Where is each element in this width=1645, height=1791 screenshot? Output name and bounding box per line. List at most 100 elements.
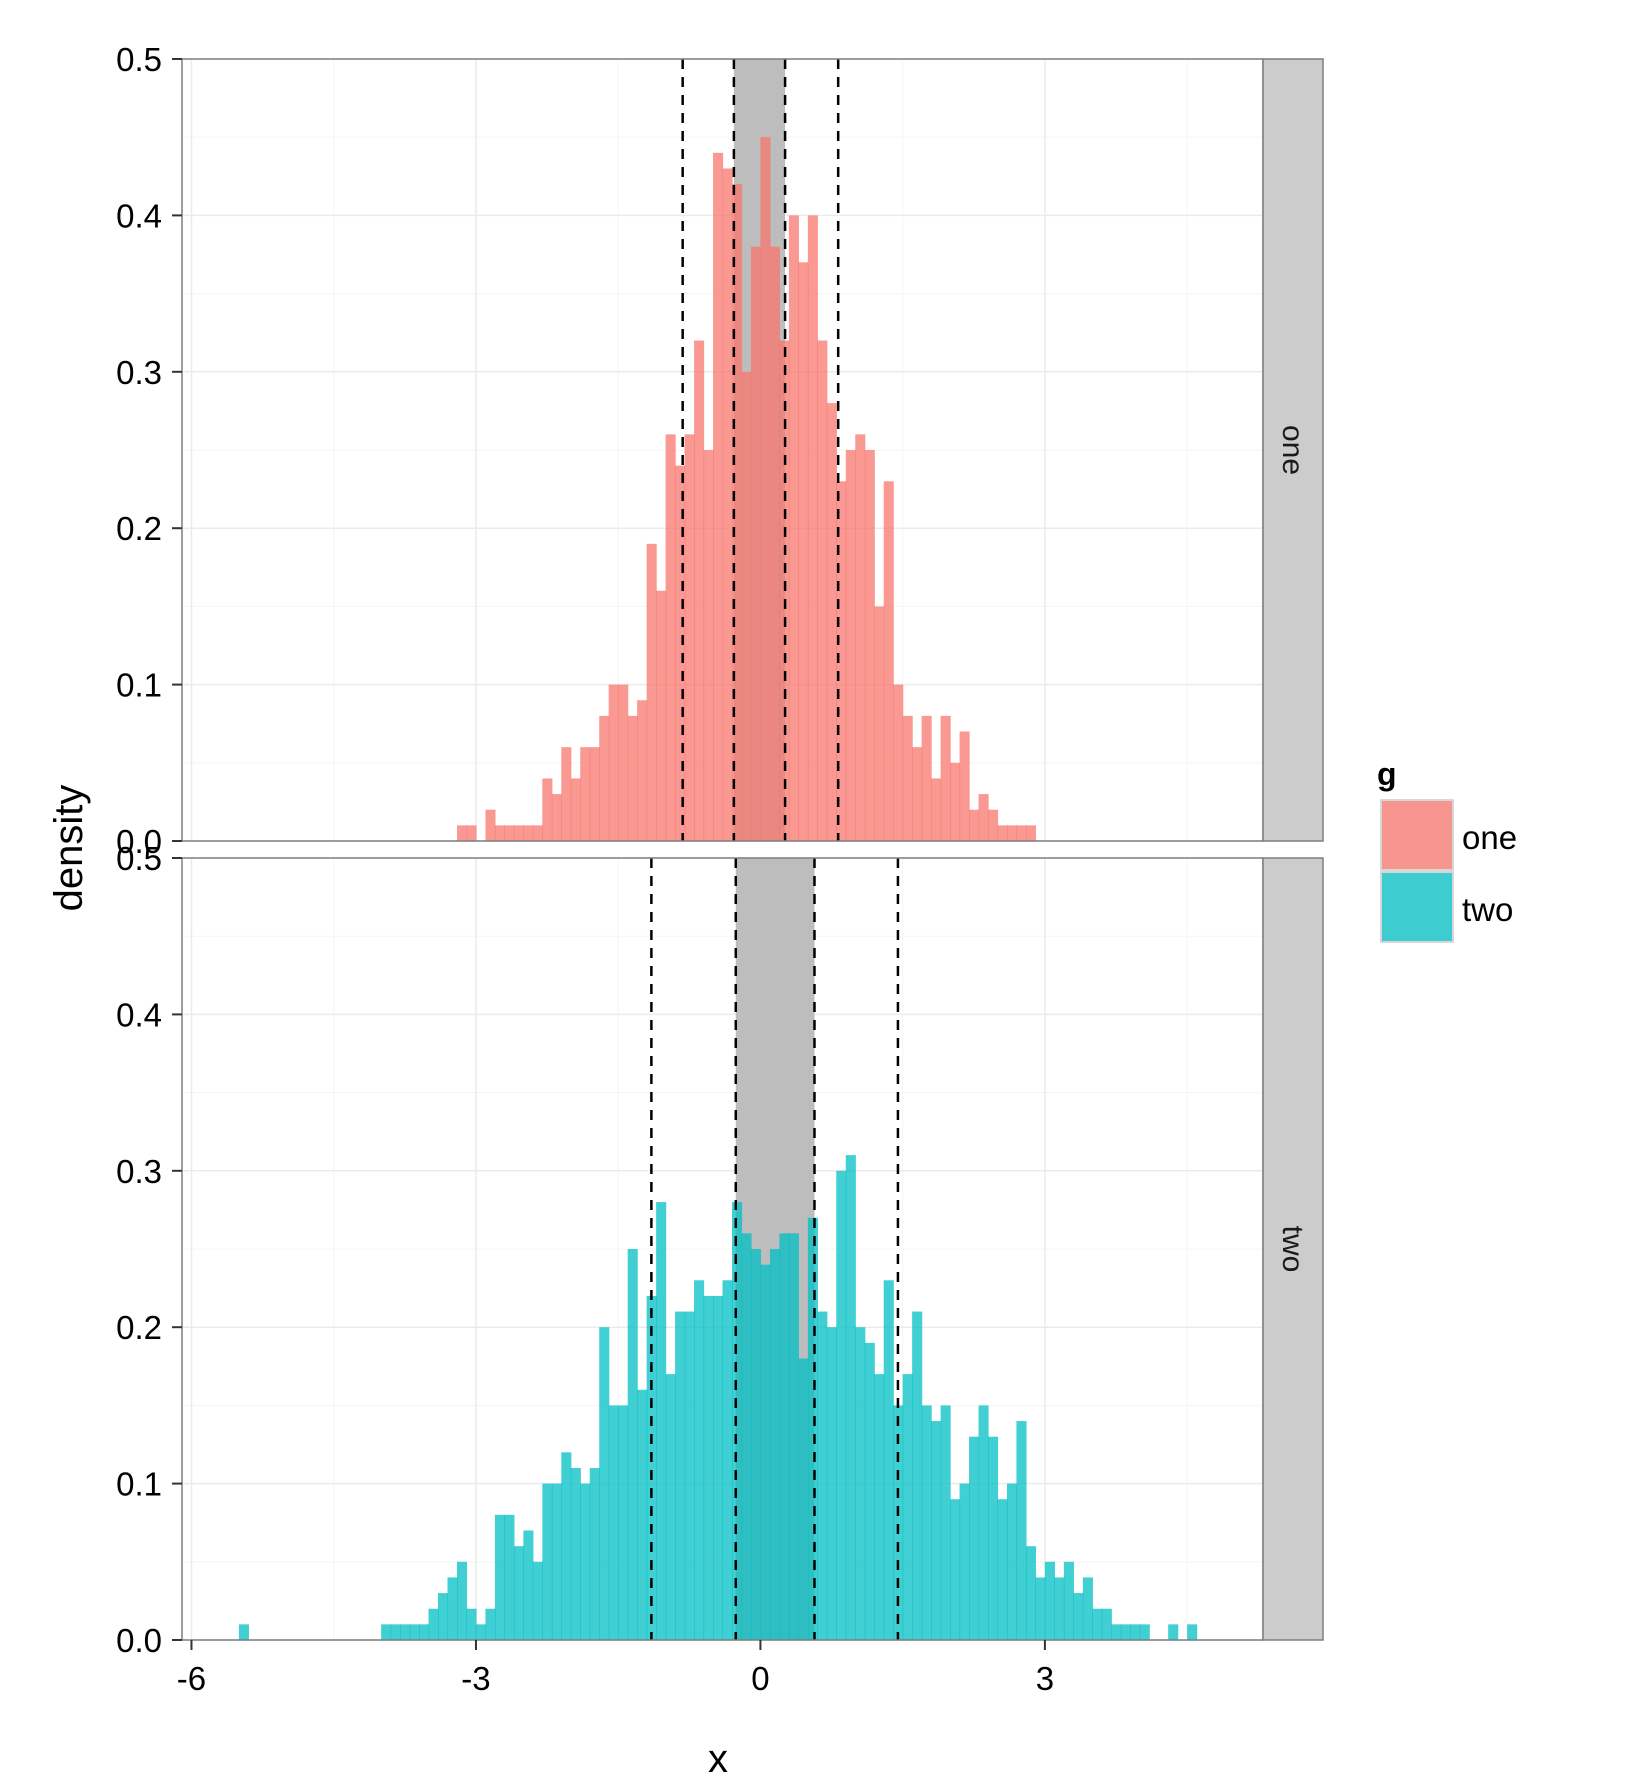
bar-one-2_1 [959, 731, 970, 841]
bar-two-m0_6 [703, 1295, 714, 1640]
bar-one-m1_9 [580, 747, 591, 841]
bar-two-1 [855, 1327, 866, 1640]
legend-swatch-one [1382, 801, 1452, 869]
bar-one-1_9 [940, 715, 951, 841]
bar-two-m3_9 [390, 1624, 401, 1640]
bar-one-m1_1 [656, 590, 667, 841]
bar-two-3_1 [1054, 1577, 1065, 1640]
bar-one-1_7 [921, 715, 932, 841]
bar-one-m2 [570, 778, 581, 841]
bar-one-2_7 [1016, 825, 1027, 841]
bar-two-m3 [475, 1624, 487, 1640]
bar-two-2_4 [988, 1436, 999, 1640]
bar-two-m1_6 [608, 1405, 619, 1640]
bar-two-m1_7 [599, 1327, 610, 1640]
bar-two-m2_8 [494, 1514, 506, 1640]
bar-one-m2_8 [494, 825, 506, 841]
bar-two-m3_5 [428, 1608, 439, 1640]
bar-two-2_5 [997, 1499, 1008, 1640]
bar-one-m2_3 [542, 778, 553, 841]
x-axis: -6 -3 0 3 [177, 1640, 1054, 1697]
bar-one-m3_2 [456, 825, 468, 841]
bar-one-m0_6 [703, 450, 714, 841]
bar-two-0_6 [817, 1311, 828, 1640]
bar-two-3_4 [1082, 1577, 1093, 1640]
y-tick-label-two-0_3: 0.3 [116, 1153, 162, 1190]
bar-two-m2_9 [485, 1608, 496, 1640]
legend-label-one: one [1462, 819, 1517, 856]
bar-two-m0_8 [684, 1311, 695, 1640]
bar-two-3_5 [1092, 1608, 1103, 1640]
panel-two-strip-label: two [1276, 1226, 1309, 1273]
bar-one-m1_5 [618, 684, 629, 841]
bar-one-m2_7 [504, 825, 515, 841]
bar-two-m2 [570, 1467, 581, 1640]
x-axis-title: x [708, 1737, 728, 1781]
bar-one-1 [855, 434, 866, 841]
bar-two-m2_3 [542, 1483, 553, 1640]
bar-one-m2_4 [532, 825, 543, 841]
bar-two-m1_3 [637, 1389, 648, 1640]
bar-two-m0_7 [694, 1280, 705, 1640]
bar-two-2_3 [978, 1405, 989, 1640]
bar-two-m1_4 [627, 1249, 638, 1640]
bar-one-2_6 [1006, 825, 1018, 841]
bar-two-2_8 [1025, 1546, 1037, 1640]
bar-two-4_5 [1187, 1624, 1198, 1640]
bar-one-2_4 [988, 809, 999, 841]
bar-one-1_8 [931, 778, 942, 841]
panel-two-dashed-lines [650, 858, 900, 1640]
bar-two-m1 [665, 1374, 676, 1640]
bar-two-m3_8 [400, 1624, 411, 1640]
bar-one-m0_3 [731, 184, 743, 841]
panel-one-y-axis: 0.0 0.1 0.2 0.3 0.4 0.5 [116, 41, 182, 860]
bar-two-m2_1 [561, 1452, 572, 1640]
bar-two-0_1 [769, 1249, 780, 1640]
panel-one-strip-label: one [1276, 425, 1309, 475]
bar-one-m0_4 [722, 168, 733, 842]
y-tick-label-one-0_3: 0.3 [116, 354, 162, 391]
panel-two: 0.0 0.1 0.2 0.3 0.4 0.5 two [116, 840, 1324, 1659]
bar-two-0_5 [807, 1217, 818, 1640]
bar-one-m2_9 [485, 809, 496, 841]
bar-one-m0_8 [684, 434, 695, 841]
panel-two-strip [1262, 857, 1324, 1641]
panel-two-y-axis: 0.0 0.1 0.2 0.3 0.4 0.5 [116, 840, 182, 1659]
bar-two-m4 [381, 1624, 392, 1640]
bar-two-3_8 [1120, 1624, 1131, 1640]
bar-two-3_7 [1111, 1624, 1122, 1640]
bar-one-m0_7 [694, 340, 705, 841]
bar-one-m0_9 [675, 465, 686, 841]
bar-two-1_3 [883, 1280, 894, 1640]
bar-one-2_2 [969, 809, 980, 841]
bar-two-1_2 [874, 1374, 885, 1640]
bar-two-m3_2 [456, 1561, 468, 1640]
bar-two-m0_1 [750, 1249, 762, 1640]
bar-two-3_3 [1073, 1593, 1084, 1640]
bar-two-m3_6 [419, 1624, 430, 1640]
y-tick-label-two-0_2: 0.2 [116, 1309, 162, 1346]
bar-two-0 [760, 1264, 771, 1640]
bar-one-1_4 [893, 684, 904, 841]
bar-two-0_2 [779, 1233, 790, 1640]
bar-one-1_2 [874, 606, 885, 841]
bar-two-4_3 [1168, 1624, 1179, 1640]
bar-two-0_4 [798, 1358, 809, 1640]
bar-two-1_4 [893, 1405, 904, 1640]
panel-one-dashed-lines [681, 59, 840, 841]
bar-one-2_8 [1025, 825, 1037, 841]
bar-two-m1_8 [589, 1467, 600, 1640]
y-axis-title: density [47, 785, 91, 912]
bar-one-m1_8 [589, 747, 600, 841]
bar-two-m1_2 [646, 1295, 657, 1640]
bar-one-0_4 [798, 262, 809, 841]
y-tick-label-two-0: 0.0 [116, 1622, 162, 1659]
bar-one-m1_2 [646, 543, 657, 841]
bar-one-m2_1 [561, 747, 572, 841]
bar-two-m3_7 [409, 1624, 420, 1640]
bar-two-3_9 [1130, 1624, 1141, 1640]
bar-one-0_5 [807, 215, 818, 841]
bar-one-0_9 [845, 450, 856, 841]
bar-one-m3_1 [466, 825, 477, 841]
y-tick-label-one-0_5: 0.5 [116, 41, 162, 78]
